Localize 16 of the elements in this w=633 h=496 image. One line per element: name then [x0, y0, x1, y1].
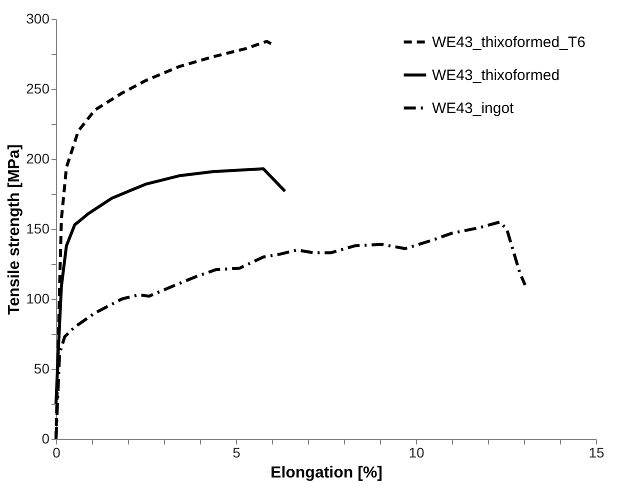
legend-label: WE43_ingot: [432, 100, 515, 117]
x-tick-label: 5: [232, 444, 241, 460]
legend-label: WE43_thixoformed: [432, 67, 560, 84]
y-tick-label: 100: [26, 290, 50, 306]
y-tick-label: 150: [26, 220, 50, 236]
x-tick-label: 10: [408, 444, 424, 460]
y-tick-label: 200: [26, 150, 50, 166]
y-tick-label: 250: [26, 80, 50, 96]
x-tick-label: 15: [588, 444, 604, 460]
x-tick-label: 0: [52, 444, 61, 460]
x-axis-title: Elongation [%]: [270, 464, 382, 482]
y-axis-title: Tensile strength [MPa]: [6, 144, 24, 315]
legend-label: WE43_thixoformed_T6: [432, 34, 586, 51]
y-tick-label: 0: [42, 430, 50, 446]
y-tick-label: 50: [34, 360, 50, 376]
y-tick-label: 300: [26, 10, 50, 26]
